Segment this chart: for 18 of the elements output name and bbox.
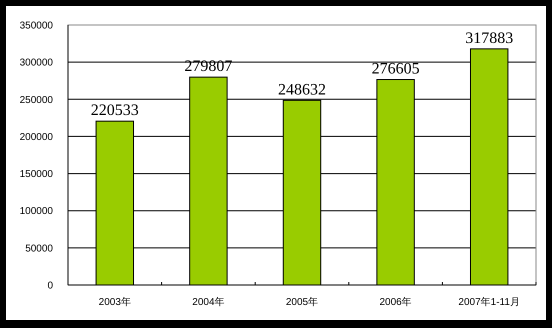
data-label: 220533 (90, 102, 139, 120)
y-tick-label: 250000 (20, 94, 54, 106)
x-tick-label: 2007年1-11月 (458, 296, 520, 308)
y-tick-label: 200000 (20, 132, 54, 143)
x-tick-label: 2004年 (192, 296, 225, 308)
x-tick-label: 2006年 (379, 296, 412, 308)
x-tick-label: 2003年 (98, 296, 131, 308)
y-tick-label: 350000 (20, 20, 54, 32)
data-label: 279807 (184, 58, 232, 76)
data-label: 317883 (465, 30, 514, 47)
y-tick-label: 150000 (20, 169, 54, 180)
y-tick-label: 300000 (20, 58, 54, 69)
data-label: 276605 (372, 60, 420, 78)
y-tick-label: 0 (47, 280, 54, 292)
y-tick-label: 100000 (20, 206, 54, 218)
data-label: 248632 (278, 81, 326, 98)
x-tick-label: 2005年 (286, 296, 318, 308)
y-tick-label: 50000 (25, 243, 54, 254)
